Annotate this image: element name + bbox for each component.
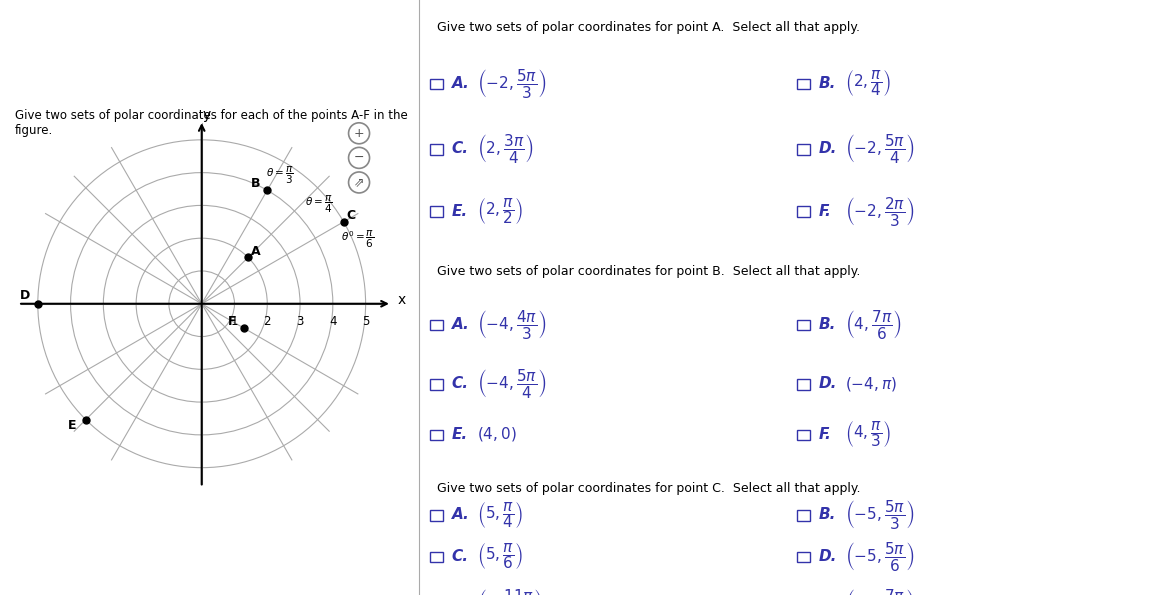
Bar [429,510,443,521]
Text: $\left(5,\dfrac{11\pi}{6}\right)$: $\left(5,\dfrac{11\pi}{6}\right)$ [478,587,544,595]
Text: 4: 4 [329,315,337,328]
Text: B.: B. [819,507,837,522]
Bar [429,430,443,440]
Text: $\left(-2,\dfrac{2\pi}{3}\right)$: $\left(-2,\dfrac{2\pi}{3}\right)$ [845,195,914,228]
Circle shape [348,148,369,168]
Text: $\left(-5,\dfrac{5\pi}{3}\right)$: $\left(-5,\dfrac{5\pi}{3}\right)$ [845,498,914,531]
Text: $\left(4,\dfrac{7\pi}{6}\right)$: $\left(4,\dfrac{7\pi}{6}\right)$ [845,308,901,341]
Text: 1: 1 [230,315,238,328]
Bar [429,552,443,562]
Text: B: B [251,177,260,190]
Text: A.: A. [451,317,470,332]
Bar [797,144,810,155]
Text: A: A [251,245,260,258]
Text: B.: B. [819,317,837,332]
Text: Give two sets of polar coordinates for point B.  Select all that apply.: Give two sets of polar coordinates for p… [437,265,861,278]
Text: −: − [354,151,364,164]
Text: 5: 5 [362,315,369,328]
Text: Give two sets of polar coordinates for each of the points A-F in the
figure.: Give two sets of polar coordinates for e… [15,109,407,137]
Text: C.: C. [451,141,469,156]
Text: $\left(-5,\dfrac{7\pi}{6}\right)$: $\left(-5,\dfrac{7\pi}{6}\right)$ [845,587,914,595]
Text: $\left(2,\dfrac{3\pi}{4}\right)$: $\left(2,\dfrac{3\pi}{4}\right)$ [478,132,533,165]
Bar [797,510,810,521]
Text: $\left(5,\dfrac{\pi}{6}\right)$: $\left(5,\dfrac{\pi}{6}\right)$ [478,541,523,571]
Text: $\left(5,\dfrac{\pi}{4}\right)$: $\left(5,\dfrac{\pi}{4}\right)$ [478,500,523,530]
Text: $\theta^0=\dfrac{\pi}{6}$: $\theta^0=\dfrac{\pi}{6}$ [340,228,374,250]
Text: $\left(2,\dfrac{\pi}{4}\right)$: $\left(2,\dfrac{\pi}{4}\right)$ [845,68,891,98]
Text: ⇗: ⇗ [354,176,364,189]
Bar [429,379,443,390]
Text: Give two sets of polar coordinates for point C.  Select all that apply.: Give two sets of polar coordinates for p… [437,482,861,495]
Text: +: + [354,127,364,140]
Text: $\left(-2,\dfrac{5\pi}{3}\right)$: $\left(-2,\dfrac{5\pi}{3}\right)$ [478,67,546,100]
Text: C: C [346,209,355,222]
Text: D.: D. [819,141,838,156]
Text: F.: F. [819,427,832,442]
Text: E.: E. [451,427,467,442]
Text: D.: D. [819,376,838,392]
Text: F.: F. [819,203,832,219]
Text: A.: A. [451,507,470,522]
Text: 2: 2 [264,315,271,328]
Text: E.: E. [451,203,467,219]
Text: A.: A. [451,76,470,91]
Bar [797,206,810,217]
Text: B.: B. [819,76,837,91]
Text: D.: D. [819,549,838,564]
Text: $\left(2,\dfrac{\pi}{2}\right)$: $\left(2,\dfrac{\pi}{2}\right)$ [478,196,523,226]
Text: $\left(-4,\dfrac{4\pi}{3}\right)$: $\left(-4,\dfrac{4\pi}{3}\right)$ [478,308,546,341]
Text: D: D [20,289,30,302]
Bar [429,320,443,330]
Text: E: E [68,419,76,433]
Text: $\left(-4,\dfrac{5\pi}{4}\right)$: $\left(-4,\dfrac{5\pi}{4}\right)$ [478,367,546,400]
Text: $\left(-2,\dfrac{5\pi}{4}\right)$: $\left(-2,\dfrac{5\pi}{4}\right)$ [845,132,914,165]
Text: $\left(-5,\dfrac{5\pi}{6}\right)$: $\left(-5,\dfrac{5\pi}{6}\right)$ [845,540,914,573]
Text: F: F [228,315,236,328]
Bar [429,144,443,155]
Bar [797,79,810,89]
Circle shape [348,123,369,144]
Bar [797,430,810,440]
Text: 3: 3 [296,315,304,328]
Text: $\theta=\dfrac{\pi}{3}$: $\theta=\dfrac{\pi}{3}$ [266,165,294,186]
Bar [429,206,443,217]
Bar [797,379,810,390]
Text: $(4,0)$: $(4,0)$ [478,425,517,443]
Text: $\theta=\dfrac{\pi}{4}$: $\theta=\dfrac{\pi}{4}$ [304,193,332,215]
Text: Give two sets of polar coordinates for point A.  Select all that apply.: Give two sets of polar coordinates for p… [437,21,860,34]
Text: C.: C. [451,549,469,564]
Bar [429,79,443,89]
Text: y: y [202,108,211,122]
Text: C.: C. [451,376,469,392]
Text: $\left(4,\dfrac{\pi}{3}\right)$: $\left(4,\dfrac{\pi}{3}\right)$ [845,419,891,449]
Circle shape [348,172,369,193]
Text: $(-4,\pi)$: $(-4,\pi)$ [845,375,897,393]
Text: x: x [398,293,406,308]
Bar [797,552,810,562]
Bar [797,320,810,330]
